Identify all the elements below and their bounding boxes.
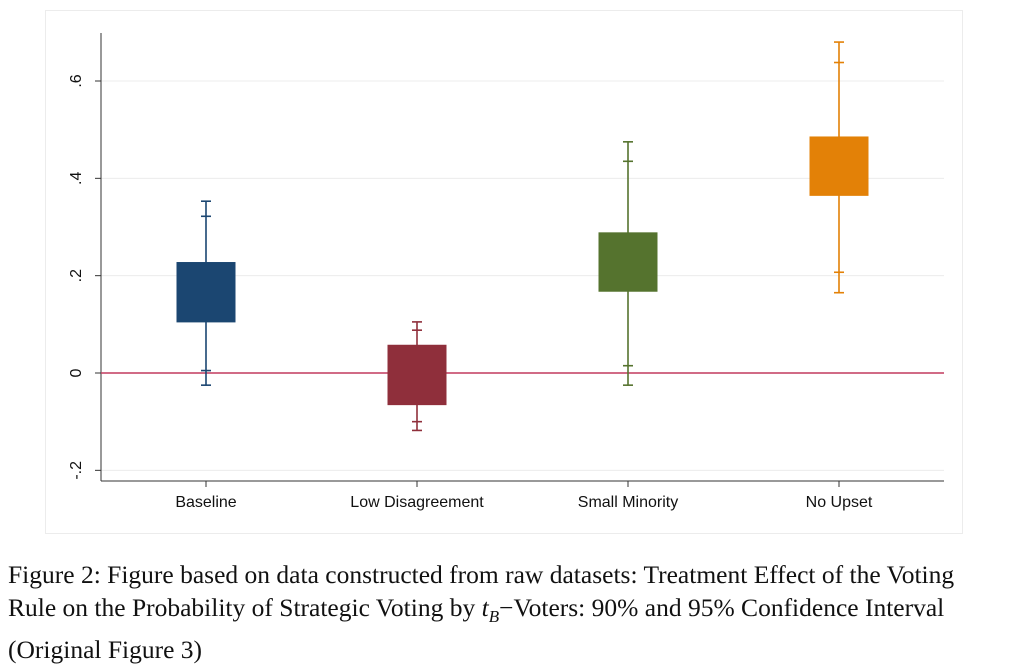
figure-caption: Figure 2: Figure based on data construct… [8, 558, 1004, 666]
y-tick-label: .6 [68, 74, 85, 87]
chart-marks [101, 41, 944, 432]
box-no-upset [809, 136, 869, 196]
caption-text-1: Figure 2: Figure based on data construct… [8, 560, 955, 622]
y-tick-label: .2 [68, 269, 85, 282]
x-tick-label: Baseline [175, 494, 236, 511]
caption-variable: t [481, 593, 489, 622]
chart-frame: -.2 0 .2 .4 .6 Baseline Low Disagreement Small … [45, 10, 963, 534]
box-plot-chart: -.2 0 .2 .4 .6 Baseline Low Disagreement Small … [68, 33, 944, 511]
x-tick-label: Low Disagreement [350, 494, 484, 511]
x-tick-label: No Upset [806, 494, 873, 511]
box-small-minority [598, 232, 658, 292]
caption-subscript: B [488, 607, 500, 627]
box-low-disagreement [387, 344, 447, 406]
y-tick-label: -.2 [68, 461, 85, 480]
y-tick-label: .4 [68, 172, 85, 185]
y-tick-label: 0 [68, 368, 85, 377]
tick-labels: -.2 0 .2 .4 .6 Baseline Low Disagreement Small … [68, 74, 873, 511]
axes [95, 33, 944, 487]
caption-text-2: −Voters: 90% and 95% Confidence Interval… [8, 593, 945, 665]
x-tick-label: Small Minority [578, 494, 678, 511]
box-baseline [176, 262, 236, 323]
